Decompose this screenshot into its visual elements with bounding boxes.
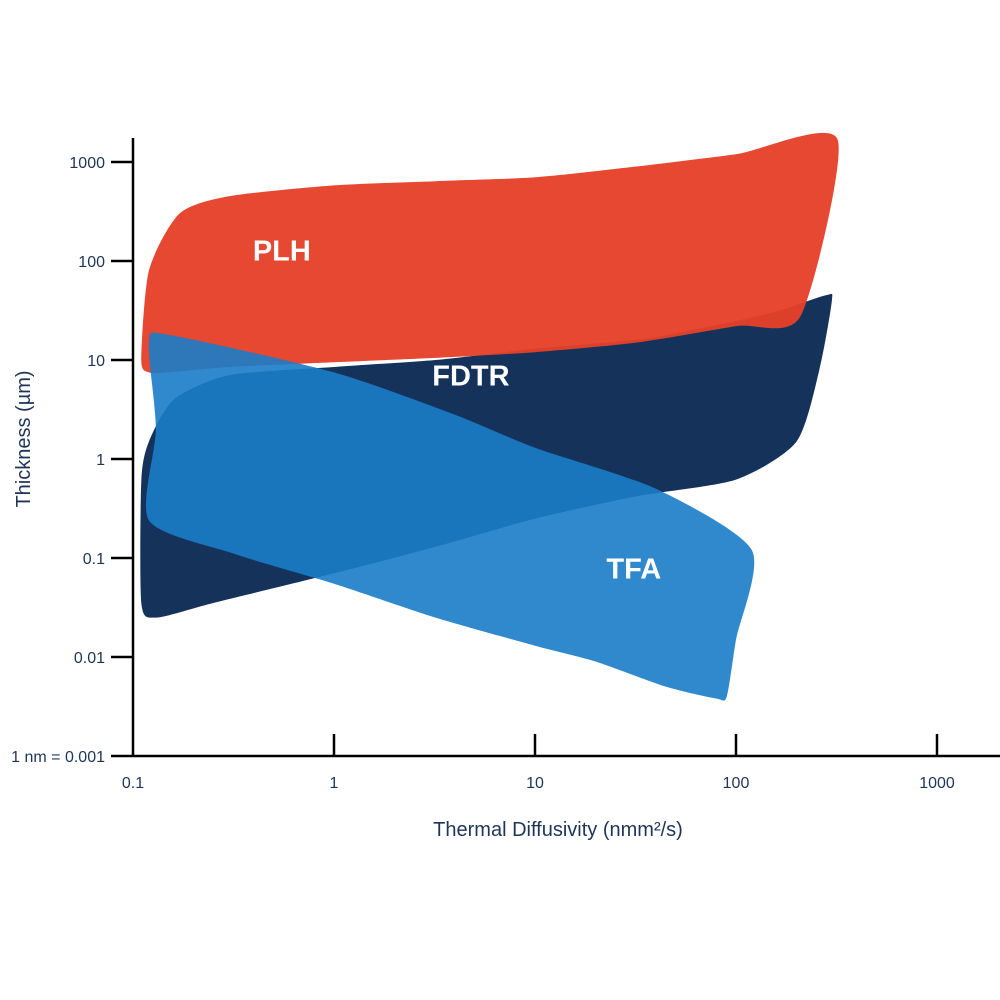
x-axis-title: Thermal Diffusivity (nmm²/s) bbox=[433, 819, 683, 841]
y-tick-label: 10 bbox=[87, 353, 105, 370]
y-axis-title: Thickness (µm) bbox=[13, 370, 35, 507]
x-tick-label: 10 bbox=[526, 775, 544, 792]
x-tick-label: 1 bbox=[330, 775, 339, 792]
x-tick-label: 0.1 bbox=[122, 775, 144, 792]
y-tick-label: 1 bbox=[96, 452, 105, 469]
y-tick-label: 100 bbox=[78, 254, 105, 271]
chart-region-labels: FDTR PLH TFA bbox=[253, 236, 661, 586]
chart-axes bbox=[131, 138, 1000, 758]
region-label-tfa: TFA bbox=[606, 554, 661, 586]
region-plh bbox=[141, 132, 839, 374]
chart-ticks: 0.1 1 10 100 1000 1 nm = 0.001 0.01 0.1 1 10 100 10… bbox=[11, 155, 955, 792]
y-tick-label: 0.1 bbox=[83, 551, 105, 568]
x-tick-label: 1000 bbox=[919, 775, 955, 792]
y-tick-label: 1000 bbox=[69, 155, 105, 172]
region-label-fdtr: FDTR bbox=[432, 361, 509, 393]
y-tick-label: 1 nm = 0.001 bbox=[11, 749, 105, 766]
region-label-plh: PLH bbox=[253, 236, 311, 268]
chart-regions bbox=[140, 132, 839, 701]
region-tfa bbox=[145, 332, 755, 701]
y-tick-label: 0.01 bbox=[74, 650, 105, 667]
x-tick-label: 100 bbox=[723, 775, 750, 792]
